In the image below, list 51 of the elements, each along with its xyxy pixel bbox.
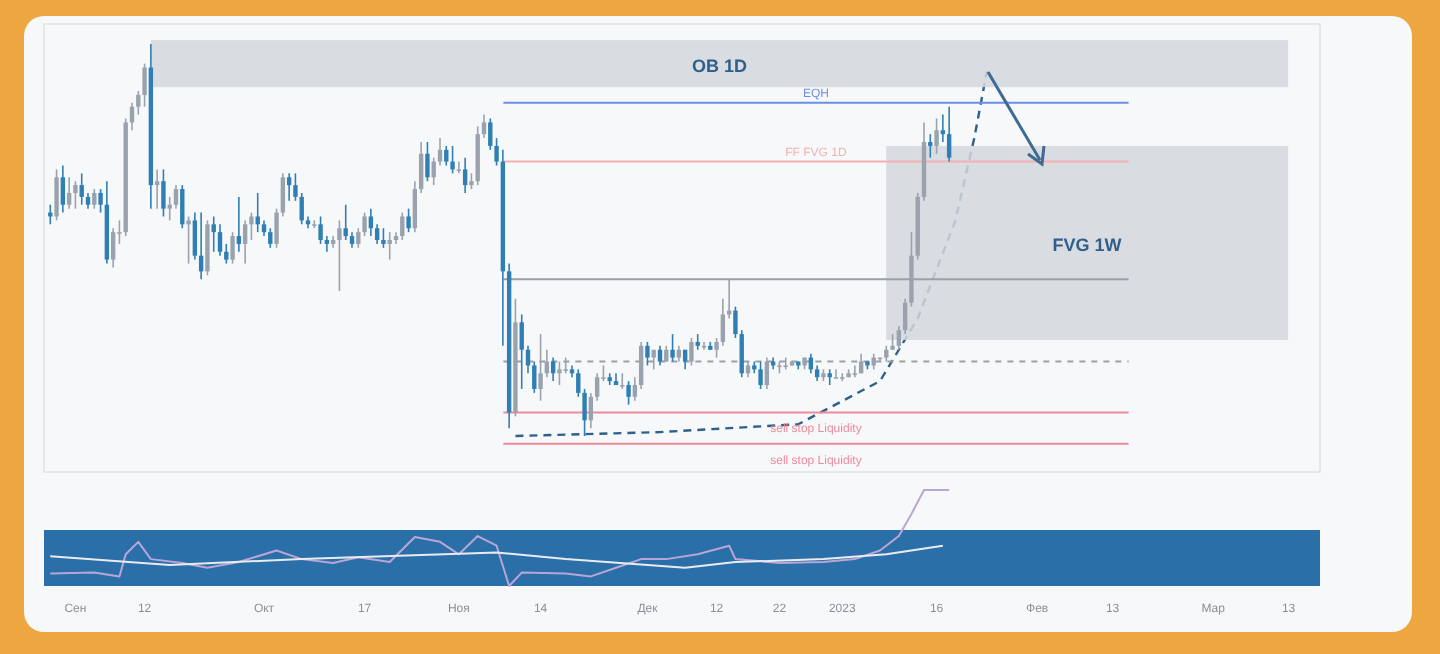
candlestick xyxy=(934,117,939,155)
candlestick xyxy=(236,196,242,253)
candlestick xyxy=(142,62,147,108)
candlestick xyxy=(946,105,952,163)
candlestick xyxy=(450,145,455,175)
candlestick xyxy=(337,219,342,292)
candlestick xyxy=(211,215,216,253)
candlestick xyxy=(60,164,66,214)
candlestick xyxy=(758,360,763,390)
candlestick xyxy=(456,160,462,175)
candlestick xyxy=(695,333,700,351)
candlestick xyxy=(242,219,248,265)
candlestick xyxy=(180,184,185,230)
candlestick xyxy=(670,333,675,363)
candlestick xyxy=(312,219,317,230)
candlestick xyxy=(840,372,845,382)
candlestick xyxy=(462,156,468,194)
candlestick xyxy=(657,345,663,367)
candlestick xyxy=(626,380,631,406)
candlestick xyxy=(92,188,97,210)
candlestick xyxy=(286,172,292,202)
candlestick xyxy=(318,215,323,245)
candlestick xyxy=(620,372,625,390)
candlestick xyxy=(368,207,374,237)
candlestick xyxy=(406,207,411,233)
candlestick xyxy=(186,215,191,265)
candlestick xyxy=(66,176,72,210)
candlestick xyxy=(268,227,273,249)
candlestick xyxy=(833,368,839,379)
candlestick xyxy=(387,231,392,261)
candlestick xyxy=(519,313,524,390)
candlestick xyxy=(645,341,650,367)
candlestick xyxy=(205,219,210,277)
candlestick xyxy=(400,211,405,241)
candlestick xyxy=(928,133,933,159)
band-label: FVG 1W xyxy=(1052,234,1123,255)
candlestick xyxy=(110,227,116,269)
candlestick xyxy=(343,203,348,241)
candlestick xyxy=(217,223,223,257)
candlestick xyxy=(154,168,160,210)
candlestick xyxy=(827,368,832,386)
candlestick xyxy=(54,168,59,222)
candlestick xyxy=(73,180,78,210)
band-label: OB 1D xyxy=(691,55,748,76)
candlestick xyxy=(79,172,84,206)
candlestick xyxy=(444,145,449,167)
candlestick xyxy=(230,231,235,265)
candlestick xyxy=(381,227,386,249)
candlestick xyxy=(161,168,166,218)
candlestick xyxy=(425,141,430,182)
candlestick xyxy=(255,192,260,233)
